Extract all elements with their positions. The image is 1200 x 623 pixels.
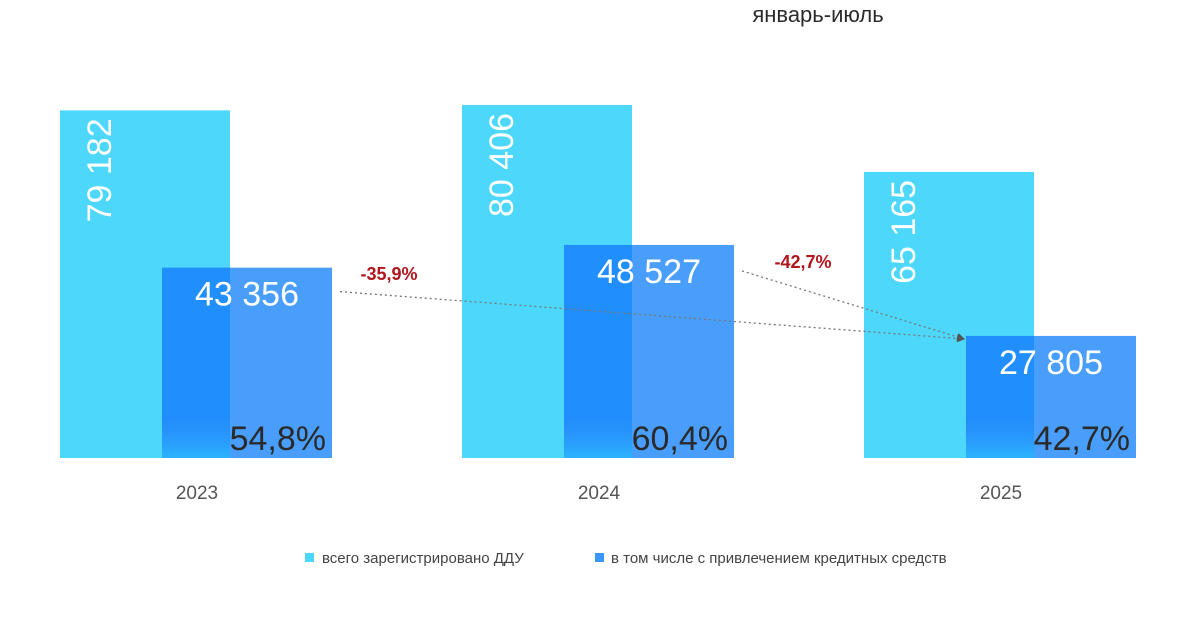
change-arrow-2023-2025 <box>339 291 965 343</box>
credit-value-label-2025: 27 805 <box>999 344 1103 382</box>
x-axis: 2023 2024 2025 <box>176 483 1022 504</box>
chart-subtitle: январь-июль <box>752 2 883 27</box>
legend-swatch-0 <box>305 553 314 562</box>
total-value-label-2023: 79 182 <box>81 118 119 222</box>
credit-bar-glow-2023 <box>162 418 230 458</box>
credit-share-label-2025: 42,7% <box>1034 420 1130 458</box>
x-tick-label-2025: 2025 <box>980 483 1022 504</box>
change-label-2024-2025: -42,7% <box>774 252 831 272</box>
credit-bar-glow-2024 <box>564 418 632 458</box>
legend: всего зарегистрировано ДДУ в том числе с … <box>305 550 947 567</box>
credit-bar-glow-2025 <box>966 418 1034 458</box>
legend-label-0: всего зарегистрировано ДДУ <box>322 550 524 567</box>
change-label-2023-2025: -35,9% <box>360 264 417 284</box>
change-arrows-group: -35,9% -42,7% <box>339 252 965 343</box>
credit-value-label-2024: 48 527 <box>597 253 701 291</box>
legend-label-1: в том числе с привлечением кредитных сре… <box>611 550 947 567</box>
x-tick-label-2024: 2024 <box>578 483 621 504</box>
total-value-label-2025: 65 165 <box>885 180 923 284</box>
legend-swatch-1 <box>595 553 604 562</box>
x-tick-label-2023: 2023 <box>176 483 218 504</box>
credit-share-label-2023: 54,8% <box>230 420 326 458</box>
bars-group: 79 182 43 356 54,8% 80 406 48 527 60,4% 65 165… <box>60 104 1136 458</box>
credit-value-label-2023: 43 356 <box>195 276 299 314</box>
change-arrow-2024-2025 <box>741 270 965 341</box>
credit-share-label-2024: 60,4% <box>632 420 728 458</box>
total-value-label-2024: 80 406 <box>483 113 521 217</box>
